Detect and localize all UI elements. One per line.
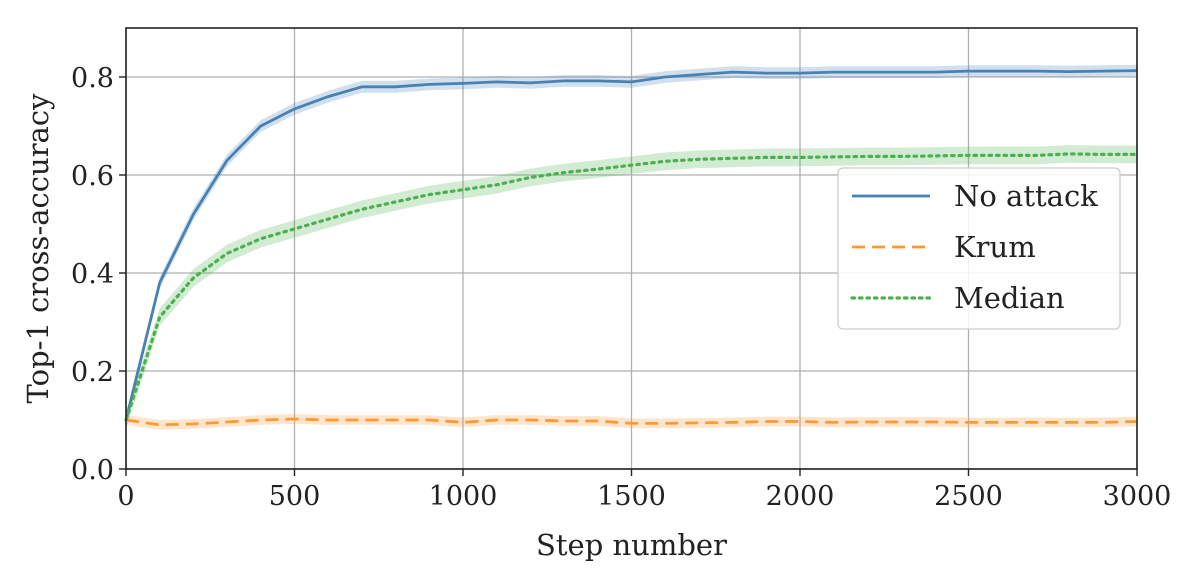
confidence-bands	[126, 64, 1137, 430]
x-tick-label: 2000	[766, 481, 835, 512]
x-axis-label: Step number	[536, 528, 727, 562]
x-tick-label: 500	[269, 481, 321, 512]
legend-label: Krum	[954, 230, 1036, 264]
y-axis-label: Top-1 cross-accuracy	[21, 93, 55, 404]
x-tick-label: 3000	[1103, 481, 1172, 512]
legend: No attack Krum Median	[837, 167, 1121, 330]
y-tick-label: 0.0	[71, 455, 114, 486]
series-band	[126, 414, 1137, 430]
y-tick-label: 0.8	[71, 63, 114, 94]
y-tick-label: 0.2	[71, 357, 114, 388]
x-tick-label: 1500	[597, 481, 666, 512]
x-tick-label: 1000	[429, 481, 498, 512]
y-ticks: 0.0 0.2 0.4 0.6 0.8	[71, 63, 126, 486]
legend-label: Median	[954, 281, 1065, 315]
y-tick-label: 0.6	[71, 161, 114, 192]
x-tick-label: 2500	[934, 481, 1003, 512]
series-line	[124, 152, 1139, 422]
series-line	[125, 417, 1138, 427]
series-line	[124, 69, 1138, 421]
y-tick-label: 0.4	[71, 259, 114, 290]
legend-label: No attack	[954, 179, 1098, 213]
series-lines	[124, 69, 1139, 427]
x-ticks: 0 500 1000 1500 2000 2500 3000	[117, 469, 1171, 512]
x-tick-label: 0	[117, 481, 134, 512]
legend-box	[837, 167, 1121, 330]
